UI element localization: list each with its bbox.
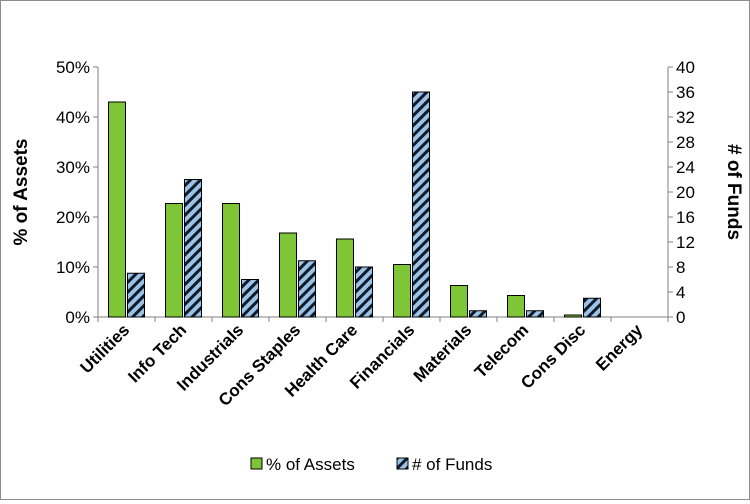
y-tick-label-left: 0% (65, 308, 90, 327)
y-tick-label-right: 20 (676, 183, 695, 202)
bar-assets (450, 285, 468, 318)
bars (108, 91, 601, 318)
bar-assets (279, 232, 297, 318)
bar-funds (355, 266, 373, 318)
labels: 0% 10% 20% 30% 40% 50% 0 4 8 12 16 20 24 28 32 36 40 Util… (56, 58, 695, 410)
bar-assets (165, 203, 183, 318)
legend-swatch-funds (396, 457, 409, 470)
x-category-label: Materials (410, 320, 476, 386)
y-axis-title-right: # of Funds (723, 144, 744, 240)
bar-assets (507, 295, 525, 318)
bar-assets (564, 314, 582, 318)
y-tick-label-right: 32 (676, 108, 695, 127)
y-axis-title-left: % of Assets (11, 139, 32, 246)
bar-assets (108, 101, 126, 318)
y-tick-label-right: 0 (676, 308, 685, 327)
bar-funds (526, 310, 544, 318)
legend-label-assets: % of Assets (266, 455, 355, 474)
x-category-label: Energy (592, 320, 647, 375)
x-category-label: Utilities (76, 320, 133, 377)
bar-funds (298, 260, 316, 318)
y-tick-label-right: 28 (676, 133, 695, 152)
bar-assets (222, 203, 240, 318)
y-tick-label-left: 50% (56, 58, 90, 77)
y-tick-label-right: 8 (676, 258, 685, 277)
bar-assets (393, 264, 411, 318)
legend: % of Assets # of Funds (250, 455, 492, 474)
y-tick-label-left: 20% (56, 208, 90, 227)
y-tick-label-right: 24 (676, 158, 695, 177)
y-tick-label-right: 12 (676, 233, 695, 252)
y-tick-label-right: 40 (676, 58, 695, 77)
bar-funds (127, 272, 145, 318)
y-tick-label-right: 4 (676, 283, 685, 302)
bar-funds (184, 179, 202, 318)
y-tick-label-left: 40% (56, 108, 90, 127)
legend-swatch-assets (250, 457, 263, 470)
bar-assets (336, 238, 354, 318)
bar-funds (469, 310, 487, 318)
bar-funds (241, 279, 259, 318)
bar-funds (583, 297, 601, 318)
bar-funds (412, 91, 430, 318)
y-tick-label-left: 30% (56, 158, 90, 177)
legend-label-funds: # of Funds (412, 455, 492, 474)
y-tick-label-right: 36 (676, 83, 695, 102)
y-tick-label-right: 16 (676, 208, 695, 227)
y-tick-label-left: 10% (56, 258, 90, 277)
